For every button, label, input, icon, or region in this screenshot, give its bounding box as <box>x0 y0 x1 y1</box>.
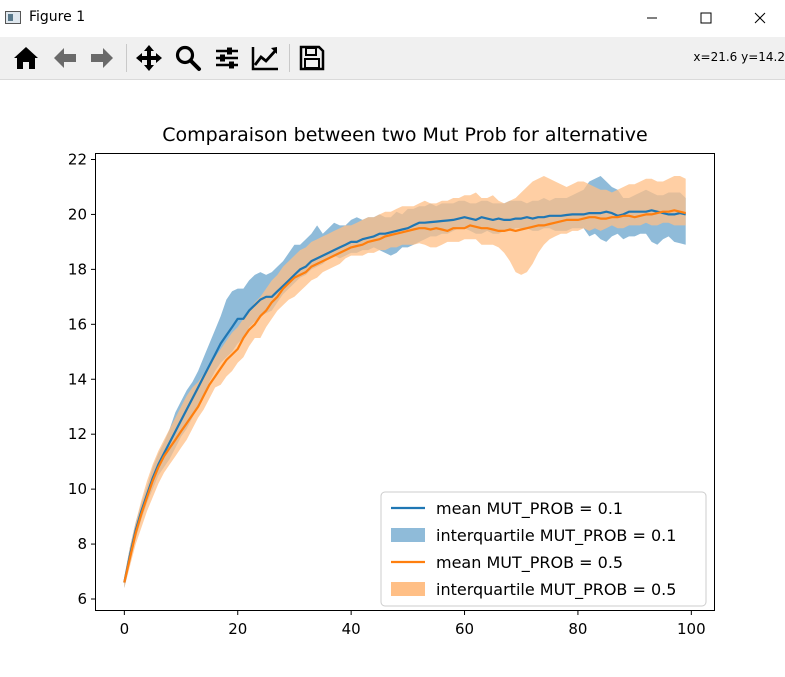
edit-axes-button[interactable] <box>249 42 281 74</box>
close-icon <box>754 12 766 24</box>
toolbar-separator <box>126 44 127 72</box>
line-mean-mut-prob-0-5 <box>123 209 686 583</box>
edit-axes-icon <box>251 47 278 71</box>
bands-layer <box>124 176 686 588</box>
y-tick-label: 6 <box>77 590 87 608</box>
pan-button[interactable] <box>133 42 165 74</box>
x-tick-label: 80 <box>568 620 587 638</box>
back-button[interactable] <box>49 42 81 74</box>
legend-band-swatch <box>391 528 425 542</box>
home-icon <box>14 47 38 69</box>
y-tick-label: 12 <box>68 425 87 443</box>
configure-subplots-button[interactable] <box>211 42 243 74</box>
save-icon <box>299 45 325 71</box>
pan-icon <box>136 45 162 71</box>
x-tick-label: 100 <box>677 620 706 638</box>
save-button[interactable] <box>296 42 328 74</box>
x-tick-label: 60 <box>455 620 474 638</box>
y-tick-label: 18 <box>68 260 87 278</box>
app-icon <box>5 11 21 24</box>
title-bar: Figure 1 <box>0 0 785 36</box>
legend-band-swatch <box>391 582 425 596</box>
minimize-button[interactable] <box>627 0 677 36</box>
back-arrow-icon <box>54 48 76 68</box>
maximize-icon <box>700 12 712 24</box>
legend-label: mean MUT_PROB = 0.5 <box>436 553 623 573</box>
x-tick-label: 20 <box>228 620 247 638</box>
y-tick-label: 10 <box>68 480 87 498</box>
zoom-button[interactable] <box>172 42 204 74</box>
y-tick-label: 22 <box>68 150 87 168</box>
plot-canvas[interactable]: Comparaison between two Mut Prob for alt… <box>0 80 785 677</box>
toolbar: x=21.6 y=14.2 <box>0 37 785 80</box>
close-button[interactable] <box>735 0 785 36</box>
maximize-button[interactable] <box>681 0 731 36</box>
line-mean-mut-prob-0-1 <box>123 209 686 583</box>
y-tick-label: 20 <box>68 205 87 223</box>
zoom-icon <box>175 45 201 71</box>
y-tick-label: 14 <box>68 370 87 388</box>
x-axis: 0 20 40 60 80 100 <box>120 610 706 638</box>
home-button[interactable] <box>10 42 42 74</box>
band-interquartile-mut-prob-0-1 <box>124 176 686 588</box>
legend-label: interquartile MUT_PROB = 0.5 <box>436 580 676 600</box>
minimize-icon <box>647 17 657 19</box>
cursor-coordinates: x=21.6 y=14.2 <box>693 50 785 64</box>
toolbar-separator <box>289 44 290 72</box>
axes-frame <box>95 153 715 611</box>
window-title: Figure 1 <box>29 9 86 25</box>
configure-subplots-icon <box>216 47 238 69</box>
forward-button[interactable] <box>86 42 118 74</box>
x-tick-label: 0 <box>120 620 130 638</box>
legend-label: mean MUT_PROB = 0.1 <box>436 499 623 519</box>
y-axis: 6 8 10 12 14 16 18 20 22 <box>68 150 96 608</box>
y-tick-label: 8 <box>77 535 87 553</box>
y-tick-label: 16 <box>68 315 87 333</box>
forward-arrow-icon <box>91 48 113 68</box>
legend: mean MUT_PROB = 0.1 interquartile MUT_PRO… <box>380 491 707 607</box>
lines-layer <box>123 209 686 583</box>
band-interquartile-mut-prob-0-5 <box>124 176 686 588</box>
x-tick-label: 40 <box>342 620 361 638</box>
chart-title: Comparaison between two Mut Prob for alt… <box>162 124 648 146</box>
legend-box <box>380 491 707 607</box>
legend-label: interquartile MUT_PROB = 0.1 <box>436 526 676 546</box>
